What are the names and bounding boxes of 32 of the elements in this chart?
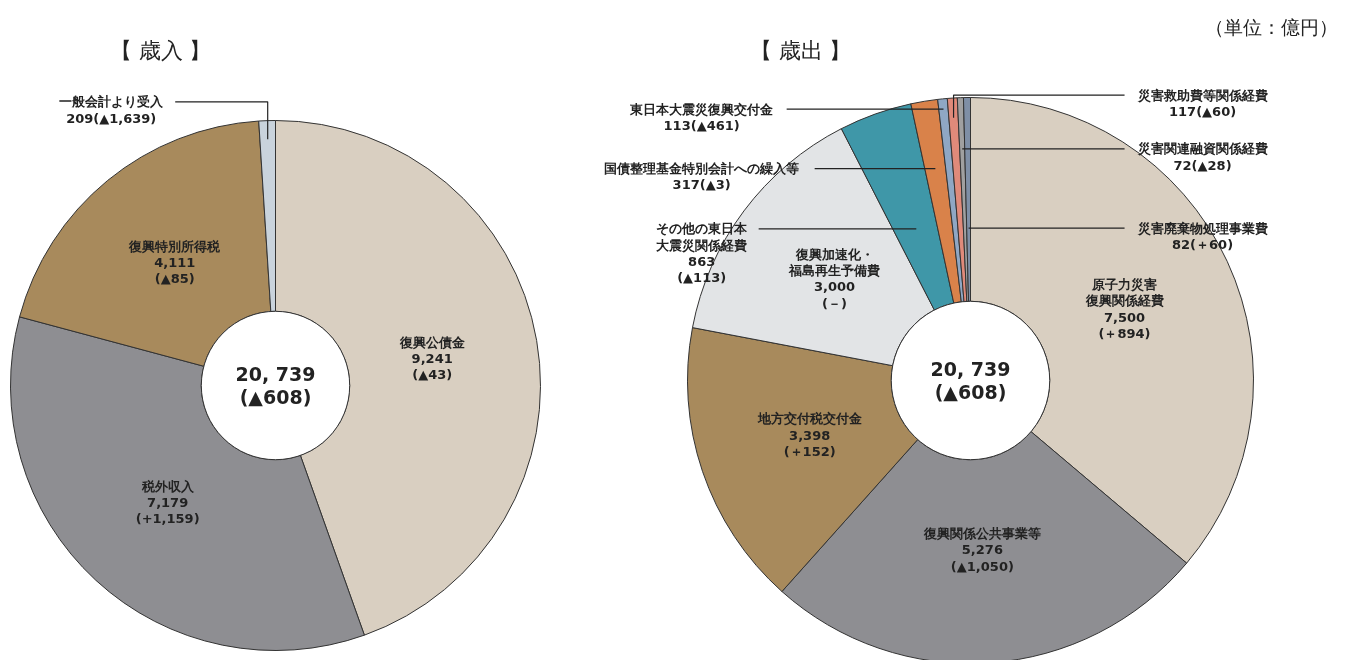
data-label: 117(▲60) — [1169, 103, 1237, 119]
data-label: 9,241 (▲43) — [411, 350, 453, 383]
data-label: 113(▲461) — [663, 117, 740, 133]
slice-label: 復興加速化・福島再生予備費 — [788, 246, 881, 279]
slice-label: 災害廃棄物処理事業費 — [1136, 220, 1268, 236]
slice-label: 復興関係公共事業等 — [922, 526, 1041, 542]
slice-label: 一般会計より受入 — [59, 94, 165, 110]
chart-title: 【 歳出 】 — [749, 38, 852, 63]
data-label: 7,500 (＋894) — [1098, 309, 1151, 341]
text: 20, 739 (▲608) — [235, 362, 316, 409]
text: 20, 739 (▲608) — [930, 357, 1011, 404]
slice-label: 地方交付税交付金 — [756, 411, 863, 427]
data-label: 209(▲1,639) — [66, 110, 157, 126]
slice-label: その他の東日本大震災関係経費 — [656, 221, 749, 253]
slice-label: 原子力災害復興関係経費 — [1084, 277, 1164, 309]
chart-title: 【 歳入 】 — [109, 38, 212, 63]
slice-label: 復興公債金 — [398, 334, 466, 350]
data-label: 82(＋60) — [1172, 236, 1234, 252]
slice-label: 復興特別所得税 — [128, 238, 222, 254]
data-label: 4,111 (▲85) — [154, 254, 196, 287]
data-label: 5,276 (▲1,050) — [950, 542, 1014, 574]
data-label: 72(▲28) — [1173, 157, 1232, 173]
data-label: 3,000 (－) — [813, 279, 856, 311]
slice-label: 災害救助費等関係経費 — [1136, 87, 1268, 103]
slice-label: 税外収入 — [140, 478, 195, 494]
data-label: 317(▲3) — [672, 177, 731, 193]
data-label: 7,179 (+1,159) — [135, 494, 200, 527]
slice-label: 災害関連融資関係経費 — [1136, 141, 1268, 157]
text: （単位：億円） — [1205, 15, 1339, 38]
slice-label: 東日本大震災復興交付金 — [629, 101, 775, 117]
data-label: 3,398 (＋152) — [783, 427, 836, 459]
data-label: 863 (▲113) — [677, 253, 727, 286]
